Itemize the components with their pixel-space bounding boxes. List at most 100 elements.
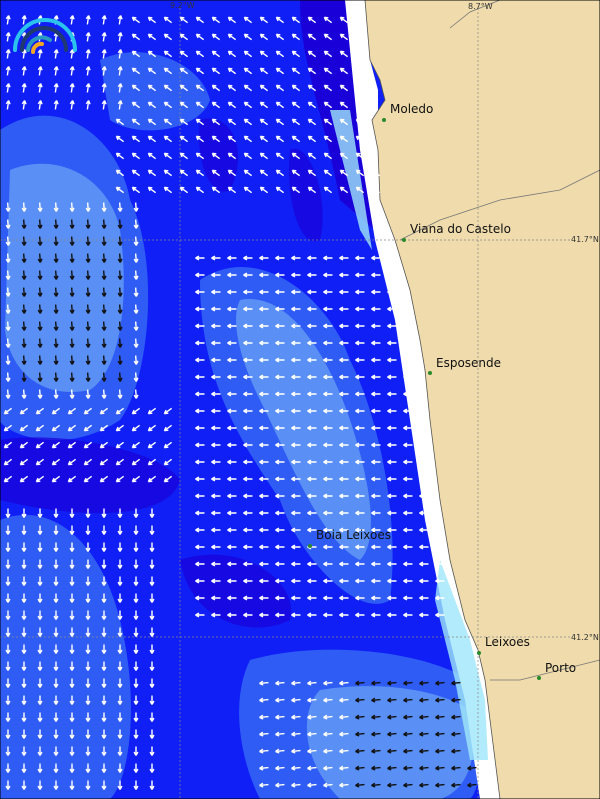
current-arrow <box>149 576 155 586</box>
current-arrow <box>259 272 269 278</box>
current-arrow <box>117 66 123 76</box>
current-arrow <box>53 270 59 280</box>
current-arrow <box>163 458 173 466</box>
current-arrow <box>227 135 237 143</box>
current-arrow <box>99 458 109 466</box>
current-arrow <box>355 476 365 482</box>
current-arrow <box>227 84 237 92</box>
current-arrow <box>323 510 333 516</box>
current-arrow <box>339 169 349 177</box>
current-arrow <box>387 391 397 397</box>
current-arrow <box>21 338 27 348</box>
current-arrow <box>117 253 123 263</box>
current-arrow <box>307 782 317 788</box>
current-arrow <box>133 678 139 688</box>
place-label-leixoes[interactable]: Leixoes <box>485 635 530 649</box>
current-arrow <box>195 595 205 601</box>
current-arrow <box>53 712 59 722</box>
current-arrow <box>5 644 11 654</box>
current-arrow <box>35 424 45 432</box>
place-marker <box>428 371 432 375</box>
current-arrow <box>131 50 141 58</box>
current-arrow <box>101 83 107 93</box>
current-arrow <box>211 289 221 295</box>
current-arrow <box>275 748 285 754</box>
current-arrow <box>163 67 173 75</box>
current-arrow <box>101 49 107 59</box>
current-arrow <box>259 731 269 737</box>
current-arrow <box>291 152 301 160</box>
current-arrow <box>211 50 221 58</box>
place-label-porto[interactable]: Porto <box>545 661 577 675</box>
current-arrow <box>243 340 253 346</box>
current-arrow <box>19 424 29 432</box>
current-arrow <box>291 16 301 24</box>
current-arrow <box>243 84 253 92</box>
current-arrow <box>101 763 107 773</box>
current-arrow <box>67 424 77 432</box>
place-label-boia-leixoes[interactable]: Boia Leixoes <box>316 528 391 542</box>
current-arrow <box>259 425 269 431</box>
current-arrow <box>69 695 75 705</box>
current-arrow <box>419 612 429 618</box>
current-arrow <box>149 593 155 603</box>
current-arrow <box>149 610 155 620</box>
current-arrow <box>99 424 109 432</box>
current-arrow <box>227 340 237 346</box>
current-arrow <box>371 595 381 601</box>
current-arrow <box>53 780 59 790</box>
current-arrow <box>5 712 11 722</box>
current-arrow <box>355 527 365 533</box>
current-arrow <box>355 680 365 686</box>
current-arrow <box>323 255 333 261</box>
current-arrow <box>291 374 301 380</box>
current-arrow <box>21 695 27 705</box>
current-arrow <box>133 746 139 756</box>
current-arrow <box>37 729 43 739</box>
current-arrow <box>355 323 365 329</box>
current-arrow <box>85 610 91 620</box>
current-arrow <box>37 525 43 535</box>
current-arrow <box>5 593 11 603</box>
current-arrow <box>371 186 381 194</box>
current-arrow <box>101 389 107 399</box>
current-arrow <box>53 66 59 76</box>
current-arrow <box>419 578 429 584</box>
current-arrow <box>101 576 107 586</box>
place-label-moledo[interactable]: Moledo <box>390 102 434 116</box>
current-arrow <box>211 357 221 363</box>
current-arrow <box>195 118 205 126</box>
current-arrow <box>339 697 349 703</box>
current-arrow <box>467 765 477 771</box>
current-arrow <box>131 169 141 177</box>
current-arrow <box>5 66 11 76</box>
place-label-viana[interactable]: Viana do Castelo <box>410 222 511 236</box>
current-arrow <box>117 678 123 688</box>
current-arrow <box>53 253 59 263</box>
current-arrow <box>339 425 349 431</box>
current-arrow <box>275 510 285 516</box>
current-arrow <box>37 610 43 620</box>
current-arrow <box>291 391 301 397</box>
current-arrow <box>101 338 107 348</box>
current-arrow <box>117 15 123 25</box>
current-arrow <box>259 748 269 754</box>
current-arrow <box>85 644 91 654</box>
current-arrow <box>117 542 123 552</box>
current-arrow <box>133 202 139 212</box>
current-arrow <box>403 544 413 550</box>
current-arrow <box>371 782 381 788</box>
current-arrow <box>275 782 285 788</box>
current-arrow <box>387 289 397 295</box>
current-arrow <box>355 67 365 75</box>
current-arrow <box>69 270 75 280</box>
current-arrow <box>179 84 189 92</box>
current-arrow <box>275 527 285 533</box>
current-arrow <box>275 50 285 58</box>
current-arrow <box>339 680 349 686</box>
current-arrow <box>131 458 141 466</box>
place-label-esposende[interactable]: Esposende <box>436 356 502 370</box>
current-arrow <box>307 510 317 516</box>
current-arrow <box>419 714 429 720</box>
current-arrow <box>53 338 59 348</box>
